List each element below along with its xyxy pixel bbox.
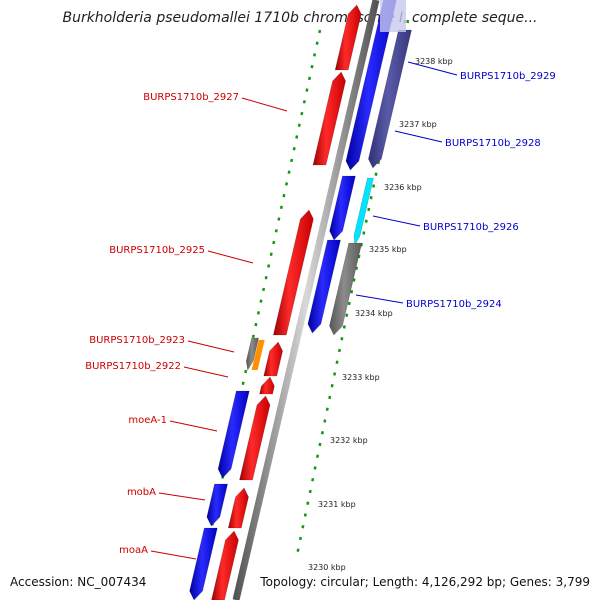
gene-feature-red-bottom[interactable] bbox=[211, 530, 239, 600]
gene-label-BURPS1710b_2927[interactable]: BURPS1710b_2927 bbox=[143, 92, 239, 103]
connector-moaA bbox=[150, 550, 197, 560]
gene-feature-BURPS1710b_2929[interactable] bbox=[345, 0, 397, 171]
gene-label-mobA[interactable]: mobA bbox=[127, 487, 156, 498]
scale-tick: 3235 kbp bbox=[369, 245, 407, 254]
connector-BURPS1710b_2924 bbox=[355, 294, 404, 304]
gene-feature-small-red[interactable] bbox=[259, 376, 275, 395]
scale-tick: 3230 kbp bbox=[308, 563, 346, 572]
gene-label-BURPS1710b_2923[interactable]: BURPS1710b_2923 bbox=[89, 335, 185, 346]
gene-feature-blue-lower[interactable] bbox=[307, 239, 341, 334]
gene-feature-red-mobA[interactable] bbox=[227, 487, 249, 529]
gene-label-BURPS1710b_2925[interactable]: BURPS1710b_2925 bbox=[109, 245, 205, 256]
gene-feature-top-red[interactable] bbox=[334, 4, 362, 71]
gene-feature-highlight[interactable] bbox=[353, 177, 374, 246]
connector-BURPS1710b_2927 bbox=[241, 97, 288, 112]
backbone-axis bbox=[232, 0, 380, 600]
map-title: Burkholderia pseudomallei 1710b chromoso… bbox=[62, 10, 538, 26]
connector-mobA bbox=[158, 492, 206, 501]
gene-feature-BURPS1710b_2927[interactable] bbox=[312, 71, 346, 166]
connector-BURPS1710b_2923 bbox=[187, 340, 235, 353]
connector-moeA-1 bbox=[169, 420, 218, 432]
gene-feature-red-mid[interactable] bbox=[239, 395, 271, 481]
connector-BURPS1710b_2929 bbox=[407, 61, 458, 76]
gene-feature-BURPS1710b_2923[interactable] bbox=[245, 337, 260, 371]
gene-label-BURPS1710b_2924[interactable]: BURPS1710b_2924 bbox=[406, 299, 502, 310]
connector-BURPS1710b_2928 bbox=[394, 130, 443, 143]
connector-BURPS1710b_2925 bbox=[207, 250, 254, 264]
gene-feature-mobA[interactable] bbox=[206, 483, 228, 527]
left-label-connectors bbox=[150, 97, 288, 560]
gene-features[interactable] bbox=[189, 0, 412, 600]
connector-BURPS1710b_2922 bbox=[183, 366, 229, 378]
selection-highlight bbox=[380, 0, 406, 32]
scale-tick: 3237 kbp bbox=[399, 120, 437, 129]
gene-label-BURPS1710b_2922[interactable]: BURPS1710b_2922 bbox=[85, 361, 181, 372]
gene-feature-BURPS1710b_2922[interactable] bbox=[263, 341, 283, 377]
gene-feature-moeA-1[interactable] bbox=[217, 390, 250, 479]
rna-feature[interactable] bbox=[251, 340, 265, 370]
gene-feature-BURPS1710b_2928[interactable] bbox=[368, 29, 412, 169]
gene-feature-moaA[interactable] bbox=[189, 527, 218, 600]
scale-tick: 3231 kbp bbox=[318, 500, 356, 509]
genome-summary-text: Topology: circular; Length: 4,126,292 bp… bbox=[260, 575, 590, 589]
gene-feature-BURPS1710b_2925[interactable] bbox=[272, 209, 314, 336]
connector-BURPS1710b_2926 bbox=[372, 215, 421, 227]
gene-label-moeA-1[interactable]: moeA-1 bbox=[128, 415, 167, 426]
gene-label-BURPS1710b_2929[interactable]: BURPS1710b_2929 bbox=[460, 71, 556, 82]
scale-tick: 3233 kbp bbox=[342, 373, 380, 382]
right-gene-labels: BURPS1710b_2929 BURPS1710b_2928 BURPS171… bbox=[406, 71, 556, 310]
scale-tick: 3234 kbp bbox=[355, 309, 393, 318]
scale-ticks: 3238 kbp 3237 kbp 3236 kbp 3235 kbp 3234… bbox=[308, 57, 453, 572]
right-label-connectors bbox=[355, 61, 458, 304]
gene-feature-BURPS1710b_2926[interactable] bbox=[329, 175, 356, 241]
gene-feature-BURPS1710b_2924[interactable] bbox=[329, 242, 363, 336]
gene-label-moaA[interactable]: moaA bbox=[119, 545, 148, 556]
gene-label-BURPS1710b_2926[interactable]: BURPS1710b_2926 bbox=[423, 222, 519, 233]
gene-label-BURPS1710b_2928[interactable]: BURPS1710b_2928 bbox=[445, 138, 541, 149]
scale-tick: 3232 kbp bbox=[330, 436, 368, 445]
accession-text: Accession: NC_007434 bbox=[10, 575, 147, 589]
scale-tick: 3238 kbp bbox=[415, 57, 453, 66]
scale-tick: 3236 kbp bbox=[384, 183, 422, 192]
left-gene-labels: BURPS1710b_2927 BURPS1710b_2925 BURPS171… bbox=[85, 92, 239, 556]
ruler-outer bbox=[194, 29, 322, 600]
